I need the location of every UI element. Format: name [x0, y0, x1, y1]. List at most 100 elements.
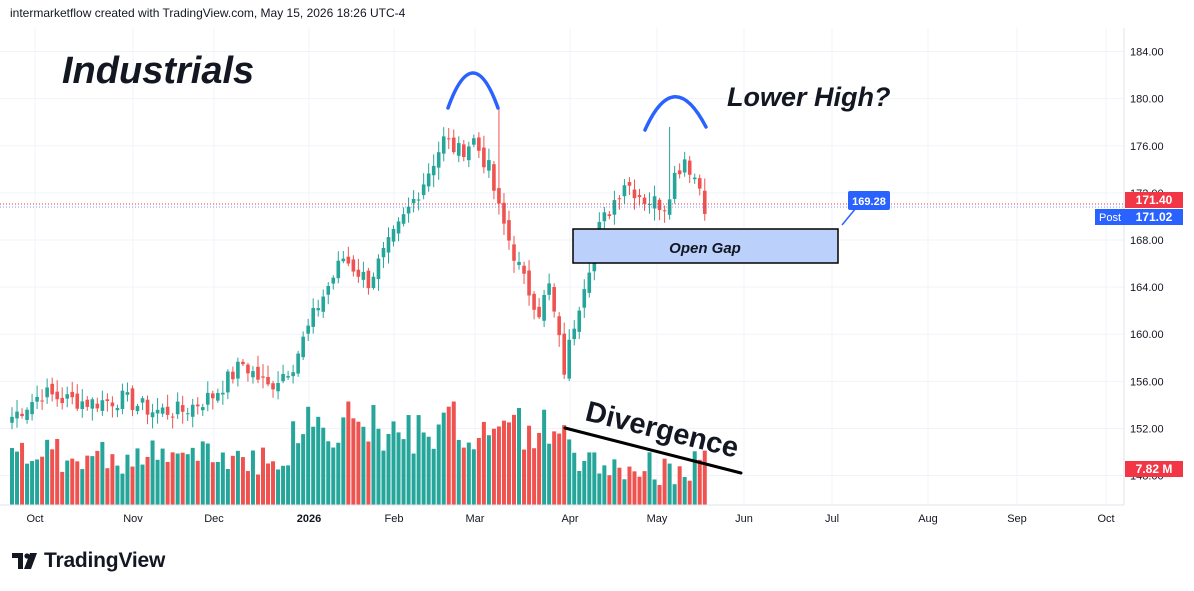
- candle-body: [216, 392, 220, 401]
- candle-body: [80, 401, 85, 410]
- callout-badge: [848, 191, 890, 210]
- candle-body: [266, 376, 270, 385]
- volume-bar: [15, 451, 20, 505]
- time-tick-label: Feb: [385, 513, 404, 525]
- candle-body: [241, 361, 245, 365]
- price-tick-label: 152.00: [1130, 423, 1164, 435]
- candle-body: [341, 258, 346, 262]
- chart-title: Industrials: [62, 50, 254, 92]
- volume-bar: [501, 420, 506, 505]
- time-tick-label: Apr: [561, 513, 578, 525]
- volume-bar: [351, 418, 356, 505]
- volume-bar: [637, 476, 642, 505]
- candle-body: [547, 283, 551, 295]
- volume-bar: [50, 449, 55, 505]
- volume-bar: [446, 406, 451, 505]
- volume-bar: [426, 436, 431, 505]
- volume-bar: [617, 467, 622, 505]
- volume-bar: [20, 442, 25, 505]
- volume-bar: [195, 460, 200, 505]
- volume-bar: [537, 432, 542, 505]
- price-tick-label: 156.00: [1130, 376, 1164, 388]
- volume-bar: [90, 456, 95, 505]
- volume-bar: [341, 417, 346, 505]
- candle-body: [20, 413, 24, 417]
- candle-body: [10, 416, 14, 423]
- tradingview-logo[interactable]: TradingView: [12, 549, 165, 573]
- volume-bar: [235, 450, 240, 505]
- open-gap-label: Open Gap: [669, 240, 741, 257]
- volume-bar: [496, 426, 501, 505]
- volume-bar: [476, 437, 481, 505]
- candle-body: [582, 289, 587, 308]
- candle-body: [612, 200, 617, 215]
- candle-body: [502, 202, 506, 224]
- candle-body: [55, 391, 59, 400]
- volume-bar: [491, 428, 496, 505]
- post-price-value: 171.02: [1136, 210, 1173, 224]
- price-axis: 148.00152.00156.00160.00164.00168.00172.…: [1130, 47, 1164, 483]
- candle-body: [316, 308, 321, 311]
- candle-body: [35, 396, 39, 402]
- volume-bar: [406, 415, 411, 505]
- open-gap-box: [572, 228, 839, 264]
- candle-body: [366, 270, 371, 289]
- candle-body: [567, 339, 572, 379]
- candle-body: [276, 383, 280, 392]
- candle-body: [411, 198, 416, 204]
- candle-body: [195, 404, 200, 407]
- volume-bar: [245, 471, 250, 505]
- candle-body: [396, 221, 401, 234]
- candle-body: [85, 399, 90, 407]
- callout-value: 169.28: [852, 196, 886, 208]
- candle-body: [160, 407, 165, 414]
- volume-bar: [461, 447, 466, 505]
- volume-bar: [632, 471, 637, 505]
- volume-bar: [311, 426, 316, 505]
- volume-bar: [115, 465, 120, 505]
- volume-bar: [361, 426, 366, 505]
- post-price-badge: [1125, 209, 1183, 225]
- volume-bar: [527, 425, 532, 505]
- time-tick-label: Oct: [1097, 513, 1114, 525]
- time-tick-label: Mar: [466, 513, 485, 525]
- volume-bar: [642, 471, 647, 505]
- volume-bar: [451, 401, 456, 505]
- time-tick-label: Aug: [918, 513, 938, 525]
- volume-bar: [170, 452, 175, 505]
- candle-body: [682, 159, 687, 173]
- candle-body: [190, 404, 195, 417]
- candle-body: [150, 412, 155, 418]
- candle-body: [125, 392, 130, 395]
- volume-bar: [356, 421, 361, 505]
- volume-bar: [572, 452, 577, 505]
- candlestick-chart[interactable]: 148.00152.00156.00160.00164.00168.00172.…: [0, 0, 1194, 540]
- volume-bar: [577, 470, 582, 505]
- time-tick-label: Oct: [26, 513, 43, 525]
- candle-body: [226, 371, 230, 393]
- candle-body: [105, 399, 110, 402]
- candle-body: [140, 398, 145, 403]
- candle-body: [522, 265, 526, 274]
- volume-bar: [647, 452, 652, 505]
- volume-bar: [677, 466, 682, 505]
- volume-bar: [652, 479, 657, 505]
- volume-bar: [687, 480, 692, 505]
- volume-bar: [386, 433, 391, 505]
- volume-bar: [271, 461, 276, 505]
- candle-body: [406, 206, 411, 214]
- volume-bar: [85, 455, 90, 505]
- volume-bar: [336, 442, 341, 505]
- candle-body: [446, 138, 451, 140]
- candle-body: [15, 411, 19, 419]
- volume-bar: [105, 468, 110, 505]
- candle-body: [497, 188, 501, 204]
- volume-bar: [110, 454, 115, 505]
- candle-body: [165, 406, 170, 415]
- volume-bar: [557, 433, 562, 505]
- price-tick-label: 184.00: [1130, 47, 1164, 59]
- candle-body: [65, 394, 70, 399]
- candle-body: [527, 270, 531, 296]
- candle-body: [507, 220, 511, 241]
- volume-bar: [672, 484, 677, 505]
